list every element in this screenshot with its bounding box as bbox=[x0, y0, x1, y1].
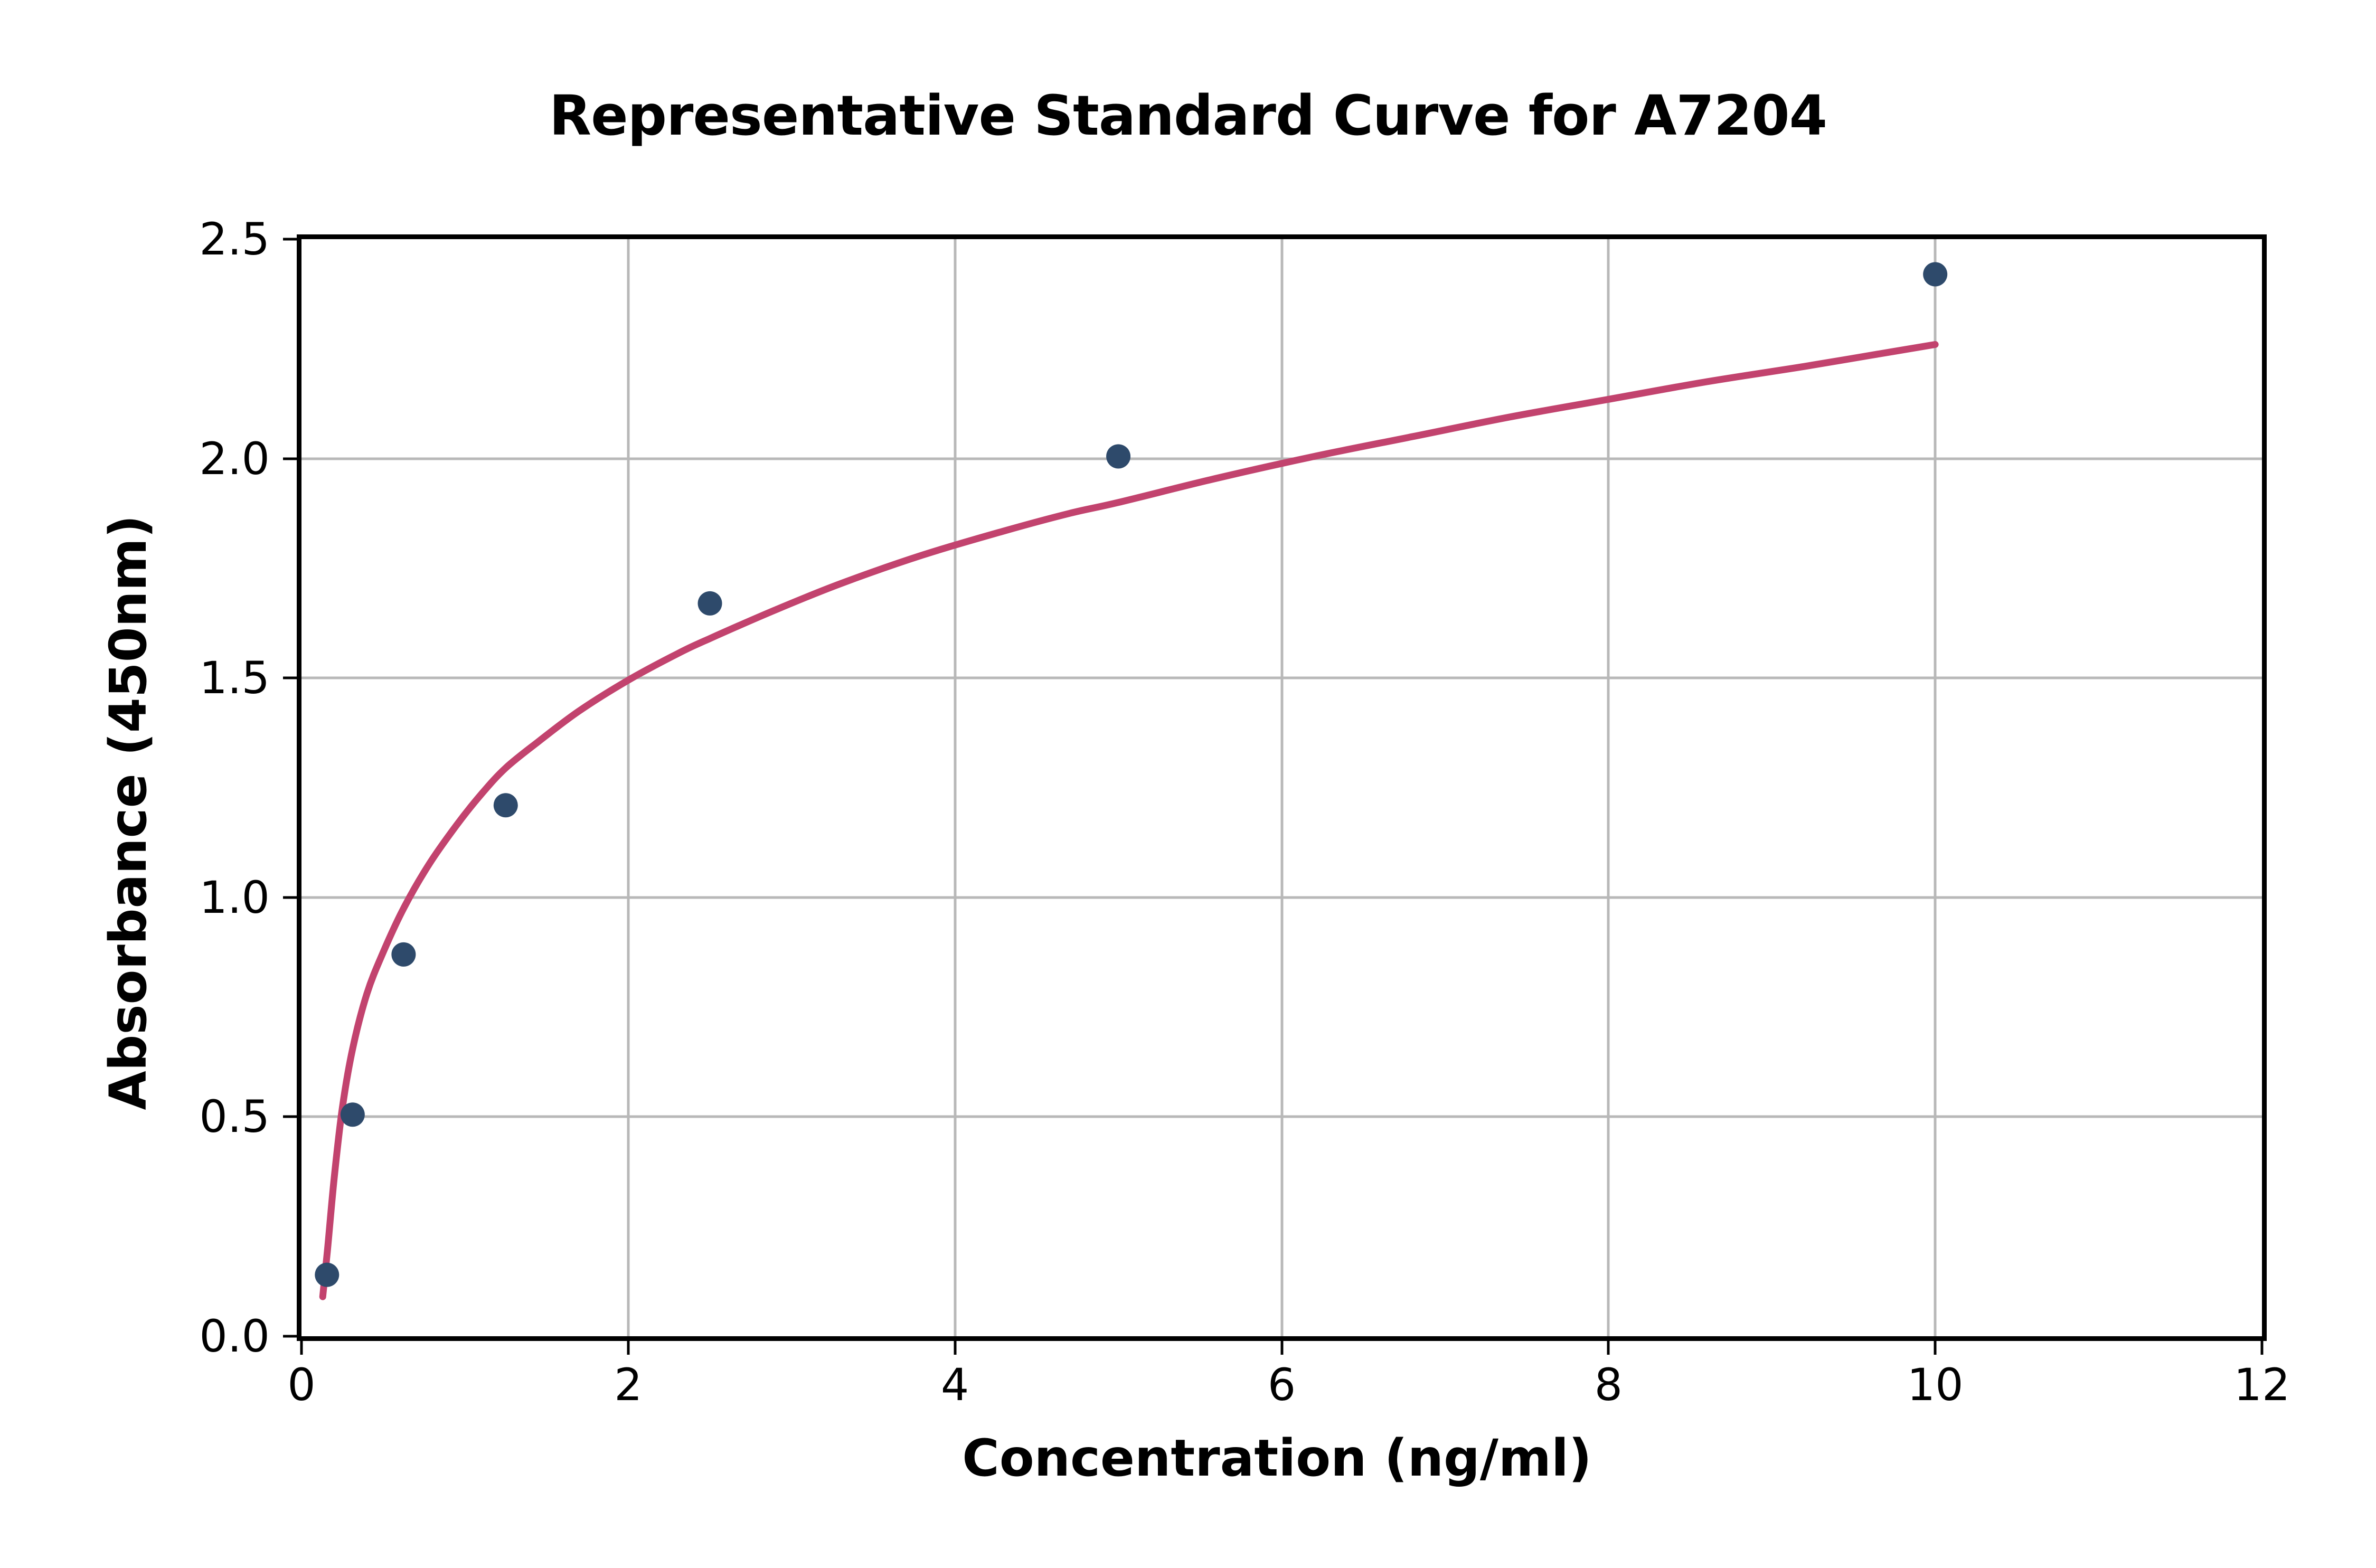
tick-label-y: 1.5 bbox=[199, 652, 270, 704]
gridline-vertical bbox=[1280, 239, 1283, 1336]
tick-mark-x bbox=[954, 1341, 957, 1355]
gridline-horizontal bbox=[301, 1115, 2262, 1118]
tick-label-y: 2.0 bbox=[199, 432, 270, 485]
gridline-vertical bbox=[1607, 239, 1610, 1336]
gridline-vertical bbox=[954, 239, 957, 1336]
tick-label-x: 2 bbox=[614, 1359, 643, 1411]
tick-mark-y bbox=[283, 1335, 297, 1338]
tick-label-y: 0.5 bbox=[199, 1091, 270, 1143]
data-point-marker bbox=[315, 1262, 340, 1287]
data-point-markers bbox=[315, 262, 1948, 1287]
gridline-horizontal bbox=[301, 457, 2262, 460]
tick-mark-x bbox=[627, 1341, 630, 1355]
tick-label-y: 0.0 bbox=[199, 1310, 270, 1362]
tick-label-x: 4 bbox=[940, 1359, 969, 1411]
tick-mark-y bbox=[283, 457, 297, 460]
y-axis-label: Absorbance (450nm) bbox=[99, 515, 158, 1110]
data-point-marker bbox=[1106, 444, 1131, 469]
tick-mark-y bbox=[283, 1115, 297, 1118]
tick-label-y: 2.5 bbox=[199, 213, 270, 265]
tick-mark-y bbox=[283, 238, 297, 241]
fitted-curve-line bbox=[319, 341, 1939, 1300]
tick-mark-x bbox=[300, 1341, 303, 1355]
tick-mark-x bbox=[1280, 1341, 1283, 1355]
gridline-vertical bbox=[1934, 239, 1937, 1336]
tick-mark-y bbox=[283, 896, 297, 899]
tick-label-x: 0 bbox=[287, 1359, 316, 1411]
tick-mark-x bbox=[1607, 1341, 1610, 1355]
data-point-marker bbox=[391, 942, 416, 967]
gridline-horizontal bbox=[301, 676, 2262, 679]
tick-mark-x bbox=[1934, 1341, 1937, 1355]
page-title: Representative Standard Curve for A7204 bbox=[549, 83, 1827, 148]
tick-label-x: 10 bbox=[1907, 1359, 1964, 1411]
tick-label-x: 8 bbox=[1594, 1359, 1623, 1411]
tick-label-y: 1.0 bbox=[199, 871, 270, 923]
plot-area: 0 2 4 6 8 10 12 0.0 0.5 1.0 1.5 2.0 2.5 bbox=[199, 217, 2290, 1407]
plot-inner: 0 2 4 6 8 10 12 0.0 0.5 1.0 1.5 2.0 2.5 bbox=[199, 217, 2290, 1407]
tick-label-x: 6 bbox=[1267, 1359, 1296, 1411]
x-axis-label: Concentration (ng/ml) bbox=[962, 1429, 1592, 1488]
gridline-vertical bbox=[627, 239, 630, 1336]
data-point-marker bbox=[493, 793, 518, 818]
data-point-marker bbox=[340, 1102, 365, 1127]
tick-mark-x bbox=[2260, 1341, 2264, 1355]
tick-mark-y bbox=[283, 676, 297, 679]
data-point-marker bbox=[697, 591, 722, 616]
tick-label-x: 12 bbox=[2233, 1359, 2290, 1411]
gridline-horizontal bbox=[301, 896, 2262, 899]
